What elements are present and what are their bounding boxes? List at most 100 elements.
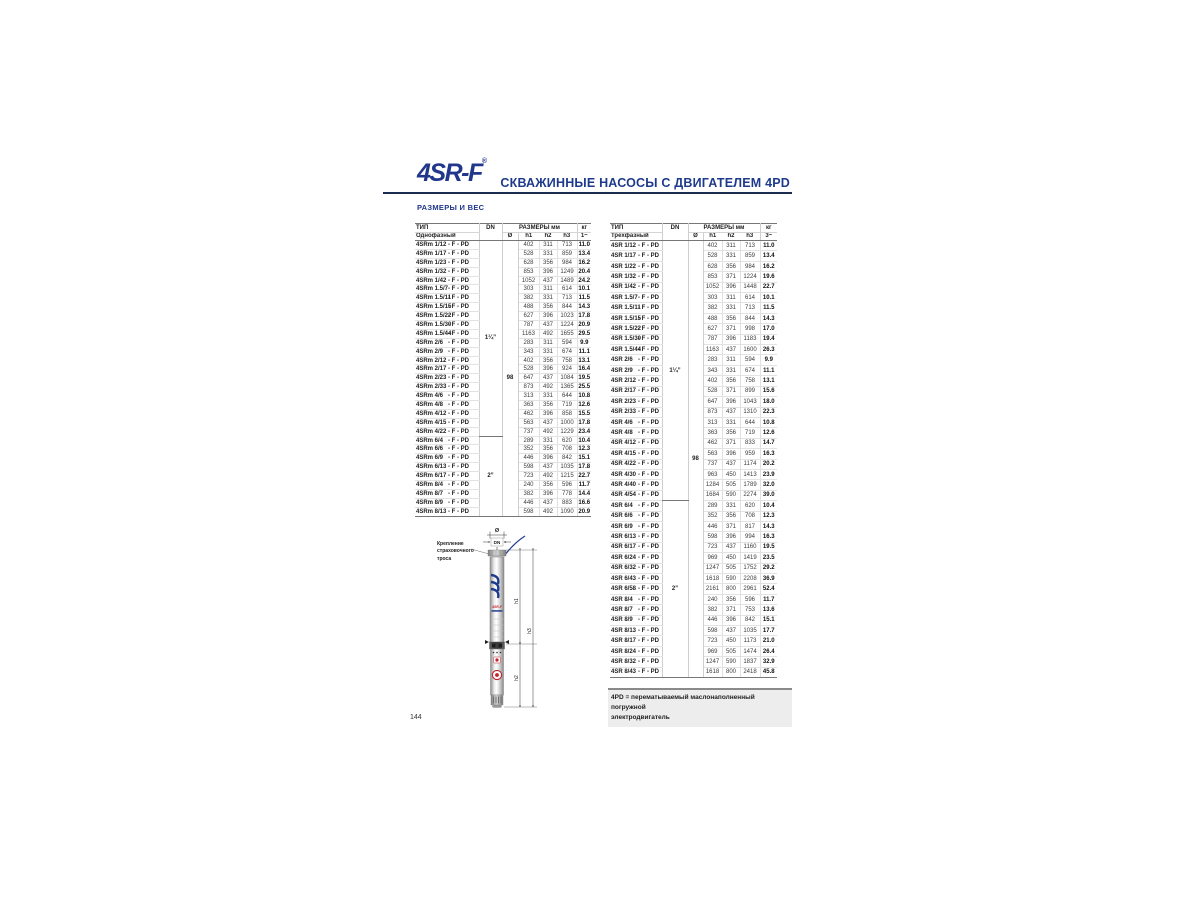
coupling-band [489, 641, 505, 650]
h3-cell: 2208 [740, 573, 761, 585]
kg-cell: 10.8 [760, 416, 777, 429]
table-row: 4SRm 4/12- F - PD 462 396 858 15.5 [415, 409, 591, 419]
h1-dim-label: h1 [514, 598, 520, 604]
dn-header: DN [479, 223, 503, 241]
h3-cell: 674 [740, 365, 761, 377]
h1-cell: 283 [703, 354, 723, 366]
table-row: 4SR 4/8- F - PD 363 356 719 12.6 [610, 427, 777, 439]
table-row: 4SR 2/23- F - PD 647 396 1043 18.0 [610, 396, 777, 408]
table-row: 4SR 4/22- F - PD 737 437 1174 20.2 [610, 459, 777, 470]
kg-cell: 16.2 [577, 258, 591, 268]
h3-cell: 674 [557, 347, 578, 357]
model-cell: 4SR 1/17- F - PD [610, 250, 663, 262]
h1-cell: 737 [518, 427, 540, 437]
h3-cell: 594 [740, 354, 761, 366]
table-body: 4SRm 1/12- F - PD 1¼” 98 402 311 713 11.0 4SRm … [415, 240, 591, 517]
h3-cell: 1174 [740, 459, 761, 470]
h2-cell: 492 [539, 471, 558, 482]
kg-cell: 16.3 [760, 448, 777, 460]
kg-cell: 9.9 [577, 337, 591, 348]
table-row: 4SRm 2/33- F - PD 873 492 1365 25.5 [415, 382, 591, 393]
model-cell: 4SR 6/24- F - PD [610, 552, 663, 564]
table-row: 4SR 1.5/15- F - PD 488 356 844 14.3 [610, 313, 777, 325]
h1-cell: 402 [703, 240, 723, 252]
kg-cell: 10.1 [577, 284, 591, 295]
h3-cell: 596 [740, 593, 761, 606]
kg-cell: 36.9 [760, 573, 777, 585]
model-cell: 4SR 8/9- F - PD [610, 615, 663, 627]
table-row: 4SR 6/4- F - PD 2” 289 331 620 10.4 [610, 500, 777, 679]
kg-cell: 19.5 [760, 542, 777, 554]
model-cell: 4SR 1/32- F - PD [610, 271, 663, 283]
h1-cell: 873 [518, 382, 540, 393]
h1-cell: 363 [703, 427, 723, 439]
table-row: 4SR 2/9- F - PD 343 331 674 11.1 [610, 365, 777, 377]
h3-cell: 713 [557, 293, 578, 304]
h2-cell: 590 [722, 490, 741, 502]
h1-cell: 352 [518, 444, 540, 455]
table-row: 4SR 1.5/22- F - PD 627 371 998 17.0 [610, 323, 777, 335]
h2-cell: 437 [722, 344, 741, 356]
dn-cell: 1¼” [662, 240, 689, 502]
h3-cell: 1090 [557, 507, 578, 517]
h3-cell: 1000 [557, 418, 578, 428]
h1-cell: 343 [703, 365, 723, 377]
h3-cell: 858 [557, 409, 578, 419]
model-cell: 4SR 6/13- F - PD [610, 531, 663, 543]
h2-cell: 371 [722, 386, 741, 398]
rope-leader-line [470, 548, 490, 555]
h3-cell: 620 [740, 500, 761, 512]
model-cell: 4SRm 4/8- F - PD [415, 400, 480, 410]
h1-cell: 1247 [703, 563, 723, 575]
model-cell: 4SR 6/4- F - PD [610, 500, 663, 512]
h2-cell: 505 [722, 563, 741, 575]
table-row: 4SR 1.5/11- F - PD 382 331 713 11.5 [610, 302, 777, 314]
h1-col-header: h1 [703, 232, 722, 241]
kg-cell: 22.7 [577, 471, 591, 482]
table-row: 4SRm 2/12- F - PD 402 356 758 13.1 [415, 356, 591, 366]
kg-cell: 26.4 [760, 646, 777, 658]
page-title: СКВАЖИННЫЕ НАСОСЫ С ДВИГАТЕЛЕМ 4PD [500, 176, 790, 190]
table-row: 4SR 8/4- F - PD 240 356 596 11.7 [610, 593, 777, 606]
brand-swirl-icon [490, 573, 500, 599]
h2-cell: 331 [539, 347, 558, 357]
h3-cell: 1655 [557, 329, 578, 339]
dn-header: DN [662, 223, 689, 241]
model-cell: 4SR 1.5/30- F - PD [610, 334, 663, 346]
model-cell: 4SRm 1/23- F - PD [415, 258, 480, 268]
table-row: 4SR 1/22- F - PD 628 356 984 16.2 [610, 261, 777, 273]
dn-cell: 2” [479, 435, 503, 517]
h2-cell: 331 [722, 302, 741, 314]
table-row: 4SRm 1.5/15- F - PD 488 356 844 14.3 [415, 302, 591, 313]
kg-cell: 10.1 [760, 292, 777, 304]
table-row: 4SRm 4/15- F - PD 563 437 1000 17.8 [415, 418, 591, 428]
h2-cell: 356 [722, 375, 741, 387]
kg-cell: 16.3 [760, 531, 777, 543]
h1-cell: 1052 [703, 282, 723, 294]
model-cell: 4SRm 8/13- F - PD [415, 507, 480, 517]
h2-cell: 331 [539, 391, 558, 402]
dimensions-table-three-phase: ТИП DN РАЗМЕРЫ мм кг Трехфазный Ø h1 h2 … [610, 223, 777, 679]
pump-brand-label: 4SR-F [491, 605, 503, 609]
table-row: 4SRm 1.5/7- F - PD 303 311 614 10.1 [415, 284, 591, 295]
power-cable [503, 535, 526, 557]
h1-cell: 289 [703, 500, 723, 512]
table-row: 4SR 2/17- F - PD 528 371 899 15.6 [610, 386, 777, 398]
h3-cell: 883 [557, 498, 578, 508]
table-row: 4SR 4/6- F - PD 313 331 644 10.8 [610, 416, 777, 429]
model-cell: 4SRm 6/4- F - PD [415, 435, 480, 446]
model-cell: 4SR 1.5/7- F - PD [610, 292, 663, 304]
h1-cell: 363 [518, 400, 540, 410]
kg-cell: 13.4 [577, 249, 591, 259]
sizes-header: РАЗМЕРЫ мм [688, 223, 761, 233]
h3-cell: 713 [740, 302, 761, 314]
h2-cell: 437 [539, 320, 558, 330]
h1-cell: 1618 [703, 667, 723, 679]
kg-cell: 20.9 [577, 320, 591, 330]
h2-cell: 396 [722, 282, 741, 294]
table-row: 4SR 4/12- F - PD 462 371 833 14.7 [610, 438, 777, 450]
kg-cell: 22.3 [760, 407, 777, 418]
h2-cell: 437 [722, 625, 741, 637]
h1-cell: 382 [518, 293, 540, 304]
